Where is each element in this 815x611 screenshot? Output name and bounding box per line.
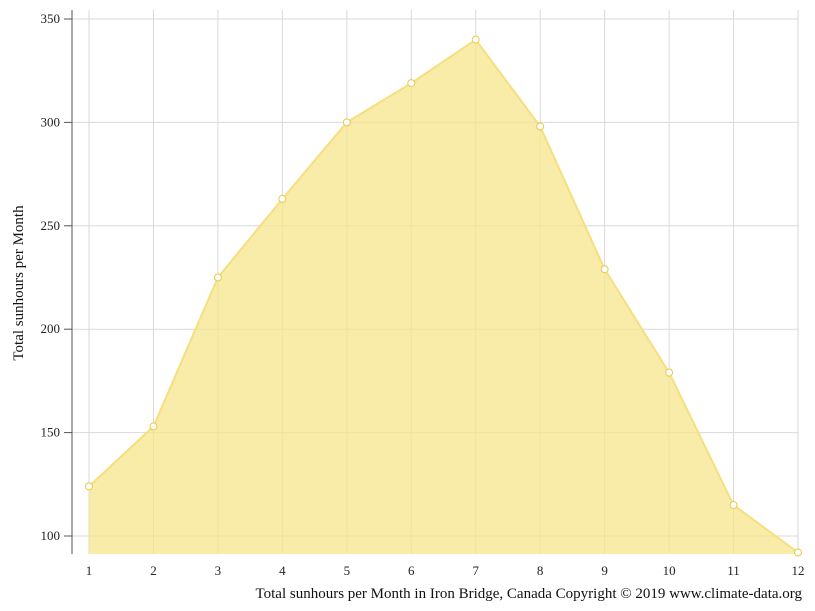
data-point: [665, 368, 674, 377]
area-fill: [89, 39, 798, 554]
x-tick-label: 9: [601, 563, 608, 578]
data-point: [407, 79, 416, 88]
x-tick-label: 10: [663, 563, 676, 578]
data-points: [85, 35, 802, 557]
data-point: [729, 500, 738, 509]
x-tick-labels: 1 2 3 4 5 6 7 8 9 10 11 12: [86, 563, 805, 578]
y-tick-label: 250: [41, 218, 61, 233]
axes: [64, 10, 73, 554]
y-tick-label: 300: [41, 114, 61, 129]
y-tick-label: 350: [41, 11, 61, 26]
x-tick-label: 8: [537, 563, 544, 578]
x-tick-label: 2: [150, 563, 157, 578]
x-tick-label: 6: [408, 563, 415, 578]
data-point: [213, 273, 222, 282]
x-tick-label: 5: [344, 563, 351, 578]
data-point: [149, 422, 158, 431]
y-tick-label: 150: [41, 425, 61, 440]
data-point: [536, 122, 545, 131]
x-tick-label: 7: [472, 563, 479, 578]
x-tick-label: 3: [215, 563, 222, 578]
data-point: [471, 35, 480, 44]
x-tick-label: 4: [279, 563, 286, 578]
x-tick-label: 12: [792, 563, 805, 578]
y-tick-label: 100: [41, 528, 61, 543]
chart-caption: Total sunhours per Month in Iron Bridge,…: [256, 586, 803, 602]
x-tick-label: 1: [86, 563, 93, 578]
data-point: [342, 118, 351, 127]
data-point: [278, 194, 287, 203]
data-point: [600, 265, 609, 274]
y-axis-title: Total sunhours per Month: [11, 205, 27, 361]
y-tick-labels: 100 150 200 250 300 350: [41, 11, 61, 543]
data-point: [794, 548, 802, 557]
y-tick-label: 200: [41, 321, 61, 336]
series-line: [88, 38, 799, 554]
x-tick-label: 11: [727, 563, 740, 578]
data-point: [85, 482, 93, 491]
